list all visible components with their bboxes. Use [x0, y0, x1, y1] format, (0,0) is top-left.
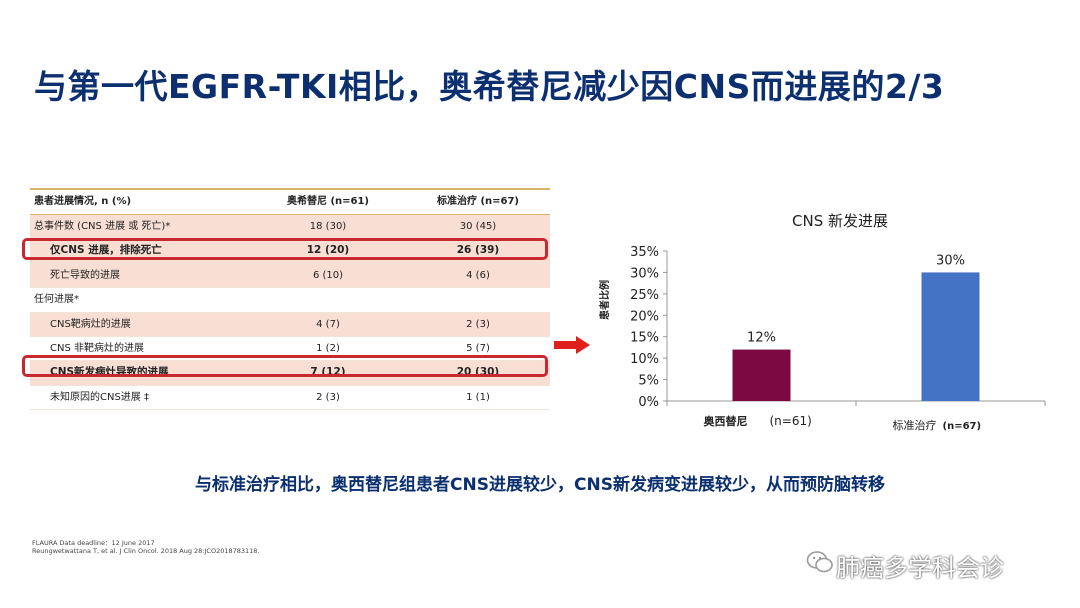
row-standard-value: 1 (1) — [466, 391, 490, 403]
row-standard-value: 5 (7) — [466, 342, 490, 354]
y-tick-label: 35% — [630, 245, 659, 260]
y-tick-label: 20% — [630, 309, 659, 324]
reference-line-2: Reungwetwattana T, et al. J Clin Oncol. … — [32, 547, 260, 555]
watermark-text: 肺癌多学科会诊 — [836, 554, 1004, 582]
row-label: 死亡导致的进展 — [50, 269, 120, 281]
row-label: 任何进展* — [34, 294, 79, 306]
bar-data-label: 30% — [936, 253, 965, 268]
row-osimertinib-value: 12 (20) — [306, 244, 350, 257]
y-tick-label: 30% — [630, 266, 659, 281]
row-standard-value: 2 (3) — [466, 318, 490, 330]
row-osimertinib-value: 1 (2) — [316, 342, 340, 354]
header-osimertinib: 奥希替尼 (n=61) — [286, 196, 370, 207]
y-tick-label: 25% — [630, 288, 659, 303]
slide-title: 与第一代EGFR-TKI相比，奥希替尼减少因CNS而进展的2/3 — [34, 67, 945, 106]
right-arrow-icon — [554, 336, 590, 354]
bar-data-label: 12% — [747, 331, 776, 346]
bar-0 — [732, 349, 791, 401]
table-header: 患者进展情况, n (%) 奥希替尼 (n=61) 标准治疗 (n=67) — [30, 188, 550, 215]
x-category-label: 标准治疗 (n=67) — [893, 417, 982, 433]
row-osimertinib-value: 2 (3) — [316, 391, 340, 403]
category-name: 奥西替尼 — [703, 415, 748, 428]
row-osimertinib-value: 18 (30) — [309, 221, 347, 232]
row-standard-value: 26 (39) — [456, 244, 500, 257]
reference-line-1: FLAURA Data deadline：12 June 2017 — [32, 539, 155, 547]
y-tick-label: 10% — [630, 352, 659, 367]
header-standard: 标准治疗 (n=67) — [436, 196, 520, 207]
table-row: 未知原因的CNS进展 ‡ 2 (3) 1 (1) — [30, 385, 550, 411]
y-tick-label: 0% — [638, 395, 659, 410]
cns-bar-chart: 0% 5% 10% 15% 20% 25% 30% 35% 12% 30% — [630, 245, 1046, 410]
row-standard-value: 4 (6) — [466, 269, 490, 281]
highlight-box — [22, 354, 548, 377]
row-label: CNS 非靶病灶的进展 — [50, 342, 144, 354]
y-tick-label: 15% — [630, 331, 659, 346]
x-category-label: 奥西替尼 (n=61) — [704, 413, 812, 429]
header-patient-progression: 患者进展情况, n (%) — [34, 196, 132, 207]
table-row: CNS靶病灶的进展 4 (7) 2 (3) — [30, 312, 550, 337]
row-osimertinib-value: 6 (10) — [312, 269, 344, 281]
row-label: 仅CNS 进展，排除死亡 — [50, 244, 162, 257]
row-label: 总事件数 (CNS 进展 或 死亡)* — [34, 221, 171, 232]
category-n: (n=61) — [769, 414, 812, 428]
row-standard-value: 30 (45) — [459, 221, 497, 232]
chart-title: CNS 新发进展 — [792, 212, 888, 230]
table-row: 总事件数 (CNS 进展 或 死亡)* 18 (30) 30 (45) — [30, 215, 550, 240]
row-label: 未知原因的CNS进展 ‡ — [50, 391, 149, 403]
bar-1 — [921, 272, 980, 401]
row-label: CNS靶病灶的进展 — [50, 318, 131, 330]
y-tick-label: 5% — [638, 374, 659, 389]
category-n: (n=67) — [942, 421, 982, 432]
highlight-box — [22, 237, 548, 260]
row-osimertinib-value: 4 (7) — [316, 318, 340, 330]
table-row: 死亡导致的进展 6 (10) 4 (6) — [30, 263, 550, 289]
wechat-icon — [806, 551, 833, 573]
table-row: 任何进展* — [30, 288, 550, 313]
summary-text: 与标准治疗相比，奥西替尼组患者CNS进展较少，CNS新发病变进展较少，从而预防脑… — [195, 475, 885, 495]
category-name: 标准治疗 — [892, 419, 937, 432]
